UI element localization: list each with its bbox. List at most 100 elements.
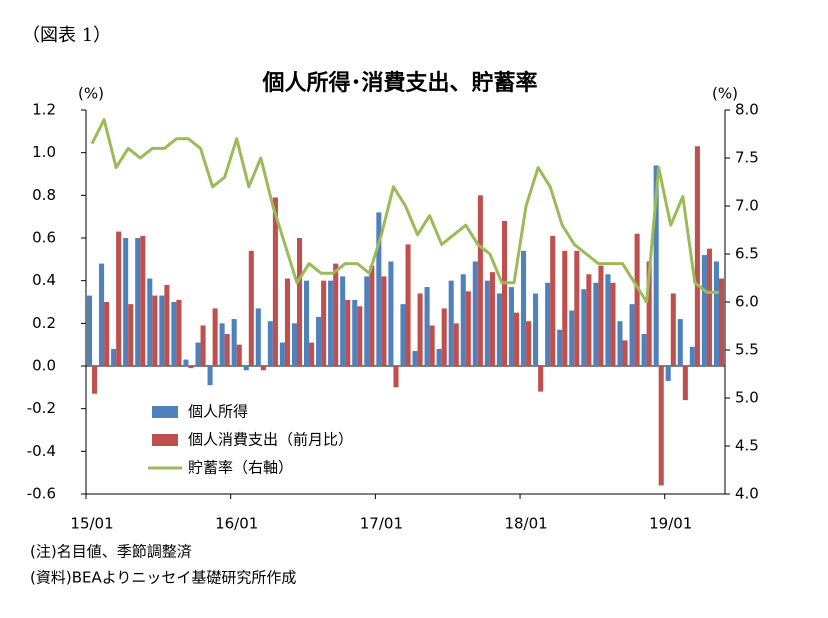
bar xyxy=(545,282,551,366)
bar xyxy=(171,302,177,366)
bar xyxy=(123,238,129,366)
y-tick-label: -0.6 xyxy=(27,485,56,503)
bar xyxy=(296,238,303,366)
note: (注)名目値、季節調整済 xyxy=(30,543,192,561)
y-tick-label: 1.0 xyxy=(32,143,56,161)
bar xyxy=(207,366,213,386)
bar xyxy=(424,287,430,366)
bar xyxy=(629,304,635,366)
y2-tick-label: 4.0 xyxy=(735,485,759,503)
bar xyxy=(526,321,532,366)
bar xyxy=(610,282,616,366)
bar xyxy=(111,348,117,366)
y2-tick-label: 5.5 xyxy=(735,341,759,359)
y-axis-label: (%) xyxy=(78,85,104,103)
bar xyxy=(140,235,146,366)
bar xyxy=(195,342,201,366)
bar xyxy=(405,244,411,366)
legend-label: 個人所得 xyxy=(188,403,248,421)
bar xyxy=(388,261,394,366)
bar xyxy=(116,231,122,366)
y2-tick-label: 6.0 xyxy=(735,293,759,311)
bar xyxy=(164,284,170,366)
bar xyxy=(521,250,527,366)
bar xyxy=(309,342,315,366)
bar xyxy=(484,280,490,366)
bar xyxy=(646,261,652,366)
bar xyxy=(340,276,346,366)
y2-tick-label: 4.5 xyxy=(735,437,759,455)
bar xyxy=(224,334,230,366)
bar xyxy=(393,366,399,388)
bar xyxy=(448,280,454,366)
bar xyxy=(533,293,539,366)
bar xyxy=(472,261,478,366)
bar xyxy=(369,265,375,366)
bar xyxy=(321,280,327,366)
y-tick-label: 0.6 xyxy=(32,229,56,247)
bar xyxy=(550,235,556,366)
bar xyxy=(400,304,406,366)
x-tick-label: 16/01 xyxy=(215,515,258,533)
bar xyxy=(453,323,459,366)
bar xyxy=(364,276,370,366)
bar xyxy=(562,250,568,366)
legend-swatch xyxy=(152,406,178,418)
bar xyxy=(617,321,623,366)
y2-tick-label: 5.0 xyxy=(735,389,759,407)
legend-label: 個人消費支出（前月比） xyxy=(188,431,353,449)
bar xyxy=(477,195,483,366)
bar xyxy=(284,278,290,366)
bar xyxy=(689,346,695,366)
bar xyxy=(508,287,515,366)
bar xyxy=(104,302,110,366)
chart-title: 個人所得･消費支出、貯蓄率 xyxy=(261,70,537,96)
bar xyxy=(176,299,182,366)
bar xyxy=(236,344,242,366)
bar xyxy=(92,366,98,394)
bar xyxy=(670,293,676,366)
bar xyxy=(333,263,339,366)
bar xyxy=(260,366,266,371)
y-tick-label: 0.0 xyxy=(32,357,56,375)
bar xyxy=(514,312,520,366)
bar xyxy=(706,248,712,366)
bar xyxy=(219,323,225,366)
x-tick-label: 18/01 xyxy=(504,515,547,533)
bar xyxy=(345,299,351,366)
figure-label: （図表 1） xyxy=(22,25,111,46)
y-tick-label: 0.4 xyxy=(32,271,56,289)
bar xyxy=(376,212,382,366)
bar xyxy=(188,366,194,369)
bar xyxy=(465,291,471,366)
bar xyxy=(352,299,358,366)
bar xyxy=(665,366,671,381)
bar xyxy=(303,280,310,366)
bar xyxy=(328,280,334,366)
y2-tick-label: 6.5 xyxy=(735,245,759,263)
bar xyxy=(605,274,611,366)
bar xyxy=(152,295,158,366)
bar xyxy=(694,146,700,366)
y2-tick-label: 7.0 xyxy=(735,197,759,215)
bar xyxy=(598,265,604,366)
line xyxy=(90,118,719,304)
bar xyxy=(429,325,435,366)
y-tick-label: -0.4 xyxy=(27,442,56,460)
bar xyxy=(641,334,647,366)
bar xyxy=(634,233,640,366)
y-tick-label: 0.8 xyxy=(32,186,56,204)
bar xyxy=(718,278,725,366)
bar xyxy=(658,366,664,486)
bar xyxy=(183,359,189,366)
bar xyxy=(622,340,628,366)
bar xyxy=(135,238,141,366)
legend-swatch xyxy=(152,434,178,446)
bar xyxy=(538,366,544,392)
bar xyxy=(417,293,423,366)
bar xyxy=(593,282,599,366)
bar xyxy=(581,289,587,366)
y2-tick-label: 7.5 xyxy=(735,149,759,167)
bar xyxy=(436,348,442,366)
